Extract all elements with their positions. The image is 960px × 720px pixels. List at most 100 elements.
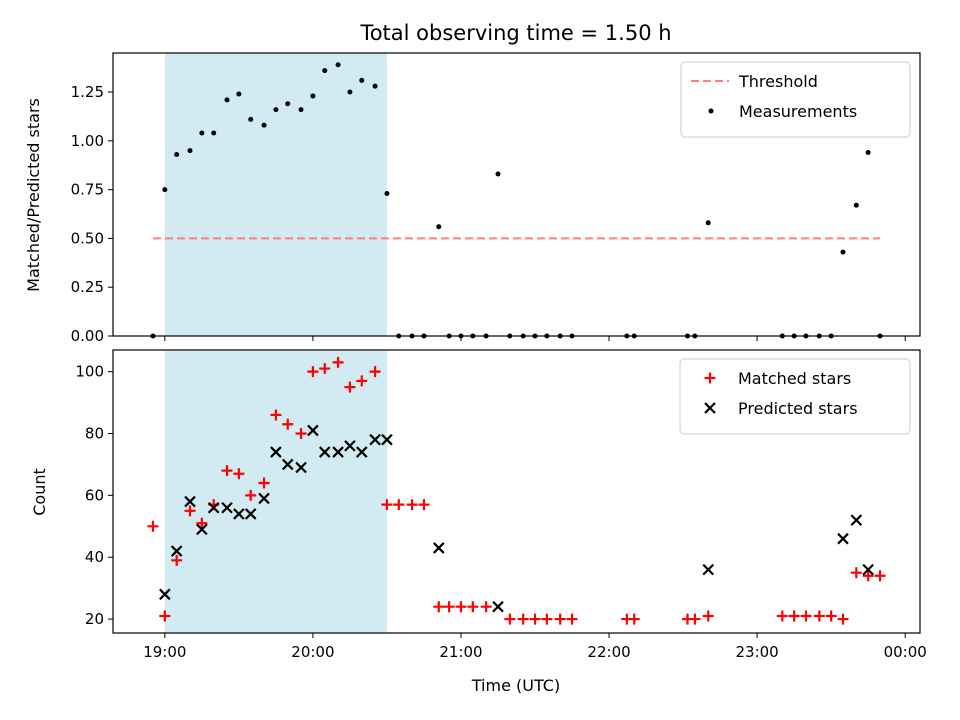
- predicted-point: [159, 588, 171, 601]
- matched-point: [233, 468, 245, 480]
- measurement-point: [335, 62, 341, 68]
- matched-point: [566, 613, 578, 625]
- top-legend-box: [680, 61, 911, 138]
- bottom-x-tick-label: 19:00: [143, 643, 186, 661]
- predicted-point: [207, 501, 220, 514]
- predicted-point: [233, 508, 245, 520]
- matched-point: [837, 613, 849, 625]
- legend-label: Predicted stars: [738, 399, 858, 418]
- matched-point: [258, 477, 270, 489]
- matched-point: [221, 465, 233, 477]
- measurement-point: [248, 116, 254, 122]
- measurement-point: [347, 89, 353, 95]
- x-axis-label: Time (UTC): [471, 676, 560, 695]
- predicted-point: [702, 563, 715, 576]
- matched-point: [332, 356, 344, 368]
- bottom-x-tick-label: 21:00: [439, 643, 482, 661]
- matched-point: [455, 601, 467, 613]
- measurement-point: [372, 83, 378, 89]
- measurement-point: [187, 148, 193, 154]
- matched-point: [393, 499, 405, 511]
- matched-point: [184, 505, 196, 517]
- bottom-x-tick-label: 22:00: [587, 643, 630, 661]
- measurement-point: [236, 91, 242, 97]
- top-data-layer: [150, 62, 883, 339]
- bottom-x-tick-label: 23:00: [736, 643, 779, 661]
- measurement-point: [285, 101, 291, 107]
- matched-point: [196, 517, 208, 529]
- predicted-point: [355, 446, 368, 458]
- predicted-point: [432, 542, 445, 554]
- measurement-point: [162, 187, 168, 193]
- measurement-point: [199, 130, 205, 136]
- legend-matched-swatch: [704, 372, 716, 384]
- predicted-point: [184, 495, 196, 508]
- matched-point: [541, 613, 553, 625]
- predicted-point: [837, 532, 849, 545]
- measurement-point: [298, 107, 304, 113]
- top-y-tick-label: 1.00: [71, 132, 104, 150]
- predicted-point: [244, 508, 257, 520]
- bottom-y-tick-label: 20: [85, 610, 104, 628]
- matched-point: [702, 610, 714, 622]
- matched-point: [245, 489, 257, 501]
- predicted-point: [850, 514, 863, 526]
- bottom-y-tick-label: 100: [75, 363, 104, 381]
- measurement-point: [840, 249, 846, 255]
- matched-point: [270, 409, 282, 421]
- matched-point: [369, 366, 381, 378]
- matched-point: [307, 366, 319, 378]
- predicted-point: [492, 600, 504, 613]
- bottom-y-tick-label: 60: [85, 486, 104, 504]
- matched-point: [467, 601, 479, 613]
- predicted-point: [381, 433, 393, 446]
- legend-predicted-swatch: [704, 402, 716, 414]
- legend-measurement-swatch: [708, 108, 714, 114]
- predicted-point: [196, 523, 208, 536]
- legend-label: Threshold: [738, 72, 818, 91]
- bottom-legend-box: [679, 358, 911, 435]
- matched-point: [776, 610, 788, 622]
- top-y-tick-label: 0.00: [71, 327, 104, 345]
- measurement-point: [359, 77, 365, 83]
- legend-label: Matched stars: [738, 369, 851, 388]
- top-y-tick-label: 0.75: [71, 181, 104, 199]
- chart-title: Total observing time = 1.50 h: [359, 21, 671, 45]
- measurement-point: [384, 191, 390, 197]
- matched-point: [381, 499, 393, 511]
- measurement-point: [224, 97, 230, 103]
- matched-point: [295, 428, 307, 440]
- predicted-point: [270, 446, 282, 458]
- measurement-point: [853, 202, 859, 208]
- bottom-y-tick-label: 40: [85, 548, 104, 566]
- matched-point: [433, 601, 445, 613]
- matched-point: [480, 601, 492, 613]
- measurement-point: [865, 150, 871, 156]
- predicted-point: [258, 492, 270, 505]
- predicted-point: [369, 433, 381, 446]
- matched-point: [418, 499, 430, 511]
- matched-point: [171, 554, 183, 566]
- bottom-plot: 20 40 60 80 100 19:00 20:00 21:00 22:00 23:00 00:0…: [75, 349, 927, 661]
- predicted-point: [332, 446, 344, 458]
- bottom-observing-span: [164, 350, 387, 633]
- measurement-point: [436, 224, 442, 230]
- measurement-point: [174, 151, 180, 157]
- predicted-point: [281, 458, 294, 471]
- predicted-point: [170, 545, 183, 557]
- matched-point: [850, 567, 862, 579]
- matched-point: [159, 610, 171, 622]
- predicted-point: [221, 501, 233, 514]
- matched-point: [862, 570, 874, 582]
- predicted-point: [307, 424, 319, 437]
- predicted-point: [862, 563, 874, 576]
- measurement-point: [322, 68, 328, 74]
- measurement-point: [211, 130, 217, 136]
- top-observing-span: [164, 53, 387, 336]
- bottom-y-tick-label: 80: [85, 425, 104, 443]
- top-y-tick-label: 0.25: [71, 278, 104, 296]
- top-y-axis-label: Matched/Predicted stars: [24, 98, 43, 292]
- legend-label: Measurements: [739, 102, 857, 121]
- top-y-tick-label: 0.50: [71, 229, 104, 247]
